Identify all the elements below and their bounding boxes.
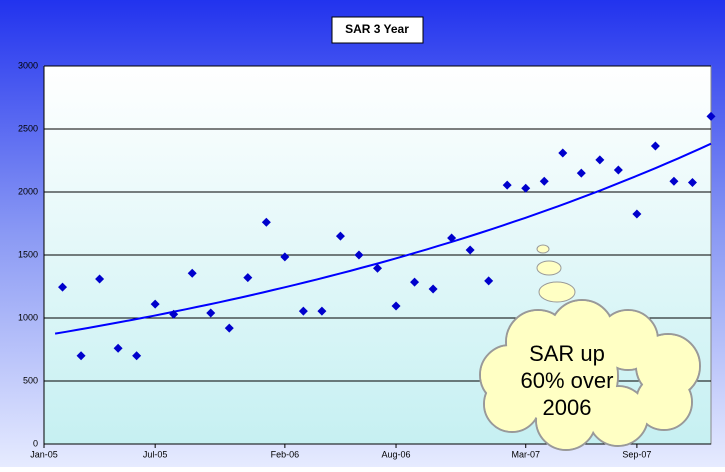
- x-tick-label: Jan-05: [30, 449, 58, 459]
- y-tick-label: 1000: [18, 312, 38, 322]
- y-tick-label: 3000: [18, 60, 38, 70]
- x-tick-label: Jul-05: [143, 449, 168, 459]
- thought-bubble: [537, 245, 549, 253]
- x-tick-label: Mar-07: [511, 449, 540, 459]
- thought-bubble: [537, 261, 561, 275]
- x-tick-label: Sep-07: [622, 449, 651, 459]
- y-tick-label: 2500: [18, 123, 38, 133]
- y-tick-label: 2000: [18, 186, 38, 196]
- x-tick-label: Feb-06: [271, 449, 300, 459]
- y-tick-label: 1500: [18, 249, 38, 259]
- chart-title: SAR 3 Year: [345, 22, 409, 36]
- x-tick-label: Aug-06: [382, 449, 411, 459]
- chart: SAR 3 Year 0 500 1000 1500 2000 2500 3000 Jan-0…: [0, 0, 725, 467]
- y-tick-label: 0: [33, 438, 38, 448]
- annotation: 2006: [543, 395, 592, 420]
- y-tick-label: 500: [23, 375, 38, 385]
- annotation: 60% over: [521, 368, 614, 393]
- thought-bubble: [539, 282, 575, 302]
- annotation: SAR up: [529, 341, 605, 366]
